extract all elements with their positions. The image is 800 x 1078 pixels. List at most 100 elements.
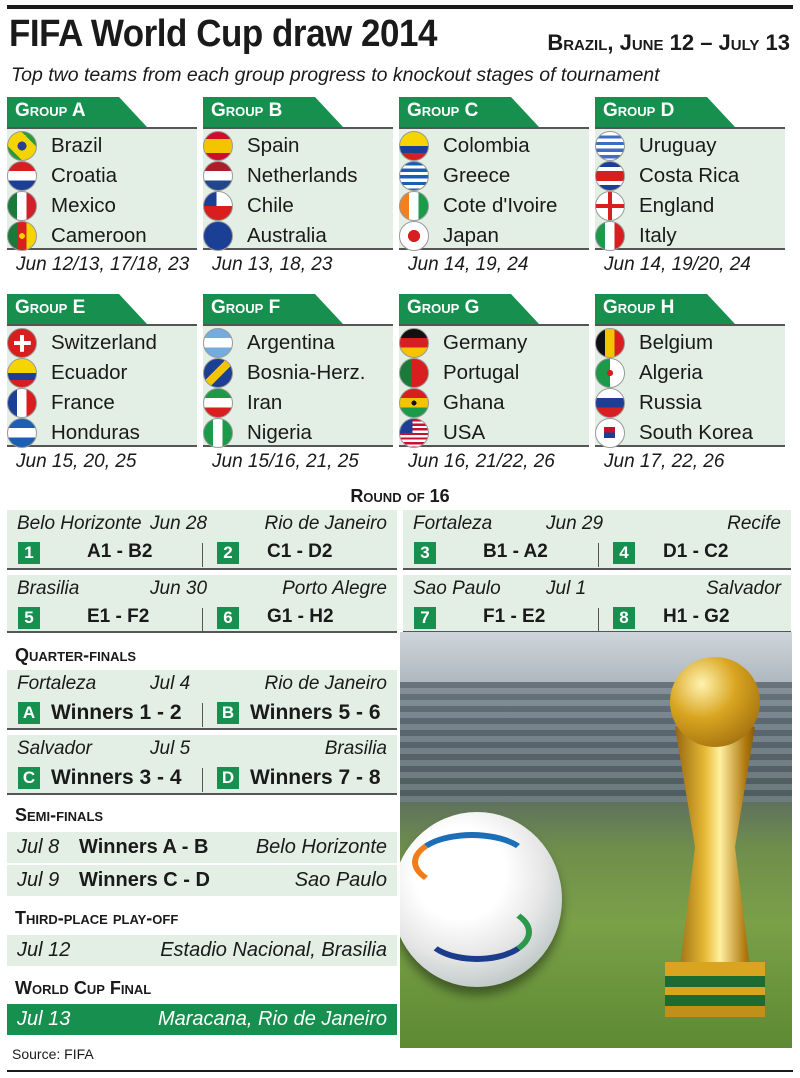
- match-block: Brasilia Jun 30 Porto Alegre 5 E1 - F2 6 G…: [7, 575, 397, 633]
- group-match-dates: Jun 12/13, 17/18, 23: [16, 254, 190, 275]
- match-date: Jul 4: [150, 673, 191, 694]
- source-credit: Source: FIFA: [12, 1046, 94, 1062]
- flag-honduras-icon: [7, 418, 37, 448]
- group-teams: Uruguay Costa Rica England Italy: [595, 127, 785, 251]
- group-title: Group C: [399, 97, 539, 127]
- match-block: Sao Paulo Jul 1 Salvador 7 F1 - E2 8 H1 - …: [403, 575, 791, 633]
- venue-left: Fortaleza: [413, 513, 493, 534]
- tournament-dates: Brazil, June 12 – July 13: [547, 30, 790, 55]
- flag-spain-icon: [203, 131, 233, 161]
- venue-right: Porto Alegre: [282, 578, 387, 599]
- flag-ecuador-icon: [7, 358, 37, 388]
- divider: [202, 543, 203, 567]
- team-row: Argentina: [203, 328, 393, 358]
- team-row: Bosnia-Herz.: [203, 358, 393, 388]
- flag-greece-icon: [399, 161, 429, 191]
- final-row: Jul 13 Maracana, Rio de Janeiro: [7, 1004, 397, 1035]
- team-row: Greece: [399, 161, 589, 191]
- match-pair: Winners C - D: [79, 869, 210, 891]
- flag-italy-icon: [595, 221, 625, 251]
- team-row: Cameroon: [7, 221, 197, 251]
- group-match-dates: Jun 14, 19/20, 24: [604, 254, 751, 275]
- flag-germany-icon: [399, 328, 429, 358]
- subtitle: Top two teams from each group progress t…: [11, 64, 660, 86]
- trophy-image: [635, 657, 785, 1037]
- match-date: Jun 29: [546, 513, 604, 534]
- match-date: Jul 5: [150, 738, 191, 759]
- team-name: Germany: [443, 331, 528, 354]
- flag-belgium-icon: [595, 328, 625, 358]
- team-row: Cote d'Ivoire: [399, 191, 589, 221]
- team-name: Nigeria: [247, 421, 312, 444]
- venue: Maracana, Rio de Janeiro: [157, 1008, 387, 1030]
- group-card: Group D Uruguay Costa Rica England Italy Jun …: [595, 97, 785, 276]
- team-row: USA: [399, 418, 589, 448]
- match-pair: B1 - A2: [483, 541, 548, 562]
- football-image: [400, 812, 562, 987]
- match-number: A: [18, 702, 40, 724]
- bottom-rule: [7, 1070, 793, 1072]
- team-row: Germany: [399, 328, 589, 358]
- team-row: England: [595, 191, 785, 221]
- flag-chile-icon: [203, 191, 233, 221]
- venue-right: Brasilia: [324, 738, 387, 759]
- team-name: Brazil: [51, 134, 103, 157]
- team-row: Chile: [203, 191, 393, 221]
- top-rule: [7, 5, 793, 9]
- match-number: 4: [613, 542, 635, 564]
- match-number: 2: [217, 542, 239, 564]
- round-of-16-label: Round of 16: [350, 486, 450, 506]
- team-row: Nigeria: [203, 418, 393, 448]
- semi-finals-label: Semi-finals: [15, 805, 104, 825]
- flag-cote-divoire-icon: [399, 191, 429, 221]
- match-pair: F1 - E2: [483, 606, 546, 627]
- flag-portugal-icon: [399, 358, 429, 388]
- group-match-dates: Jun 16, 21/22, 26: [408, 451, 555, 472]
- team-name: Switzerland: [51, 331, 157, 354]
- semi-final-row: Jul 9 Winners C - D Sao Paulo: [7, 865, 397, 896]
- match-date: Jul 1: [546, 578, 587, 599]
- divider: [202, 703, 203, 727]
- team-name: Colombia: [443, 134, 530, 157]
- group-teams: Belgium Algeria Russia South Korea: [595, 324, 785, 448]
- team-name: Ecuador: [51, 361, 128, 384]
- team-name: Belgium: [639, 331, 714, 354]
- group-card: Group C Colombia Greece Cote d'Ivoire Japan J…: [399, 97, 589, 276]
- team-name: Argentina: [247, 331, 335, 354]
- match-pair: Winners 1 - 2: [51, 701, 182, 724]
- team-row: Iran: [203, 388, 393, 418]
- flag-england-icon: [595, 191, 625, 221]
- flag-croatia-icon: [7, 161, 37, 191]
- flag-japan-icon: [399, 221, 429, 251]
- venue-right: Rio de Janeiro: [264, 673, 387, 694]
- group-title: Group E: [7, 294, 147, 324]
- match-pair: Winners 7 - 8: [250, 766, 381, 789]
- venue-left: Belo Horizonte: [17, 513, 142, 534]
- team-name: Italy: [639, 224, 677, 247]
- divider: [202, 608, 203, 632]
- team-name: France: [51, 391, 115, 414]
- team-name: Greece: [443, 164, 511, 187]
- team-row: Switzerland: [7, 328, 197, 358]
- team-row: Uruguay: [595, 131, 785, 161]
- match-date: Jun 30: [150, 578, 208, 599]
- team-row: Algeria: [595, 358, 785, 388]
- group-teams: Colombia Greece Cote d'Ivoire Japan: [399, 127, 589, 251]
- match-number: 3: [414, 542, 436, 564]
- flag-uruguay-icon: [595, 131, 625, 161]
- team-row: Portugal: [399, 358, 589, 388]
- picture-credit: Picture: Getty Images: [229, 1046, 364, 1062]
- venue-left: Sao Paulo: [413, 578, 501, 599]
- match-pair: Winners 5 - 6: [250, 701, 381, 724]
- group-title: Group D: [595, 97, 735, 127]
- team-name: Australia: [247, 224, 327, 247]
- match-number: 8: [613, 607, 635, 629]
- team-row: Croatia: [7, 161, 197, 191]
- match-block: Belo Horizonte Jun 28 Rio de Janeiro 1 A1 …: [7, 510, 397, 570]
- flag-russia-icon: [595, 388, 625, 418]
- team-name: Iran: [247, 391, 283, 414]
- venue: Sao Paulo: [294, 869, 387, 891]
- team-row: Colombia: [399, 131, 589, 161]
- team-row: Australia: [203, 221, 393, 251]
- flag-switzerland-icon: [7, 328, 37, 358]
